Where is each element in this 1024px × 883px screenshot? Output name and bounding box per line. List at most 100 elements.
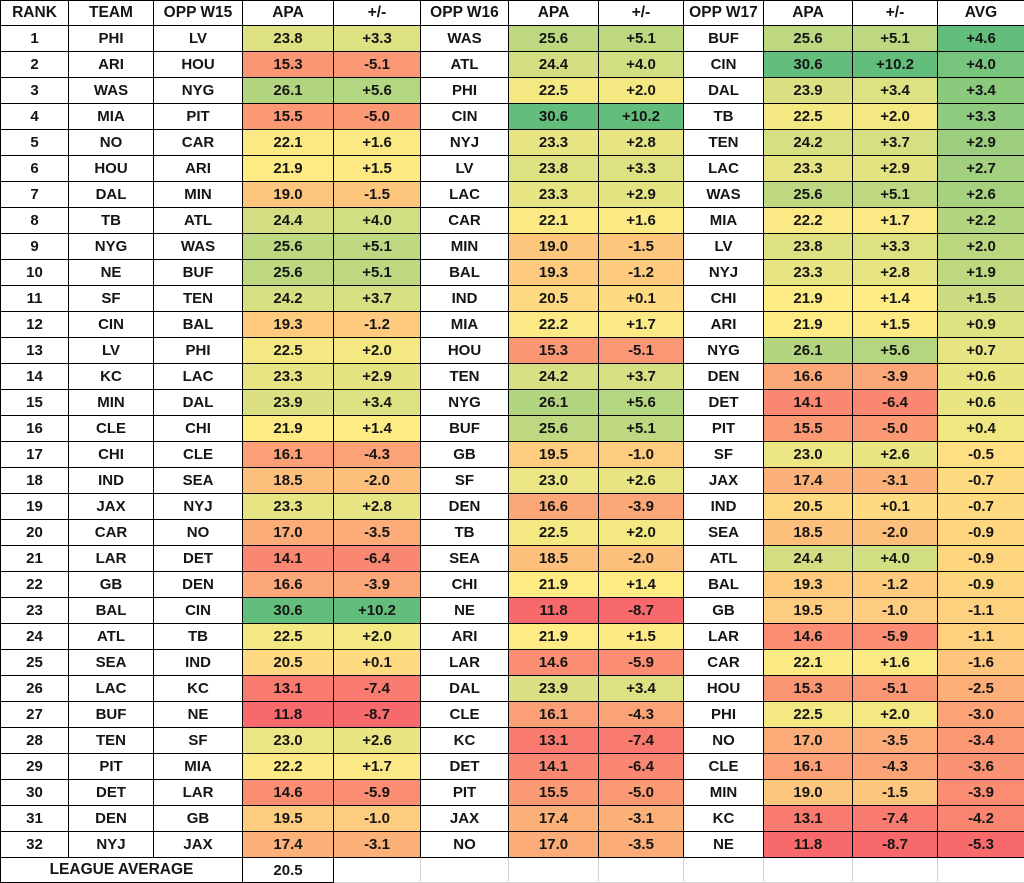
col-header-opp-w15[interactable]: OPP W15 — [153, 0, 243, 26]
col-header-team[interactable]: TEAM — [68, 0, 154, 26]
opp-w15-cell[interactable]: WAS — [153, 233, 243, 260]
opp-w17-cell[interactable]: BAL — [683, 571, 764, 598]
opp-w17-cell[interactable]: CHI — [683, 285, 764, 312]
opp-w15-cell[interactable]: BAL — [153, 311, 243, 338]
avg-cell[interactable]: +2.7 — [937, 155, 1024, 182]
apa-w15-cell[interactable]: 14.6 — [242, 779, 334, 806]
opp-w17-cell[interactable]: LV — [683, 233, 764, 260]
diff-w15-cell[interactable]: +10.2 — [333, 597, 421, 624]
avg-cell[interactable]: -3.6 — [937, 753, 1024, 780]
avg-cell[interactable]: +2.9 — [937, 129, 1024, 156]
team-cell[interactable]: CHI — [68, 441, 154, 468]
diff-w15-cell[interactable]: -5.9 — [333, 779, 421, 806]
apa-w15-cell[interactable]: 24.2 — [242, 285, 334, 312]
rank-cell[interactable]: 18 — [0, 467, 69, 494]
avg-cell[interactable]: +3.3 — [937, 103, 1024, 130]
apa-w15-cell[interactable]: 25.6 — [242, 233, 334, 260]
apa-w17-cell[interactable]: 23.3 — [763, 259, 853, 286]
opp-w16-cell[interactable]: NO — [420, 831, 509, 858]
diff-w17-cell[interactable]: +0.1 — [852, 493, 938, 520]
opp-w15-cell[interactable]: PHI — [153, 337, 243, 364]
apa-w15-cell[interactable]: 17.4 — [242, 831, 334, 858]
apa-w15-cell[interactable]: 15.5 — [242, 103, 334, 130]
apa-w17-cell[interactable]: 24.2 — [763, 129, 853, 156]
apa-w17-cell[interactable]: 17.4 — [763, 467, 853, 494]
team-cell[interactable]: CIN — [68, 311, 154, 338]
opp-w15-cell[interactable]: TEN — [153, 285, 243, 312]
avg-cell[interactable]: +0.7 — [937, 337, 1024, 364]
apa-w16-cell[interactable]: 17.0 — [508, 831, 599, 858]
avg-cell[interactable]: +0.4 — [937, 415, 1024, 442]
diff-w17-cell[interactable]: +2.8 — [852, 259, 938, 286]
diff-w16-cell[interactable]: +2.0 — [598, 519, 684, 546]
diff-w15-cell[interactable]: -6.4 — [333, 545, 421, 572]
opp-w16-cell[interactable]: NE — [420, 597, 509, 624]
apa-w15-cell[interactable]: 26.1 — [242, 77, 334, 104]
opp-w16-cell[interactable]: LAC — [420, 181, 509, 208]
opp-w17-cell[interactable]: CIN — [683, 51, 764, 78]
opp-w16-cell[interactable]: LV — [420, 155, 509, 182]
opp-w15-cell[interactable]: CHI — [153, 415, 243, 442]
opp-w16-cell[interactable]: SF — [420, 467, 509, 494]
apa-w16-cell[interactable]: 30.6 — [508, 103, 599, 130]
apa-w15-cell[interactable]: 11.8 — [242, 701, 334, 728]
empty-cell[interactable] — [763, 857, 853, 883]
team-cell[interactable]: CLE — [68, 415, 154, 442]
diff-w15-cell[interactable]: +5.6 — [333, 77, 421, 104]
diff-w15-cell[interactable]: -1.2 — [333, 311, 421, 338]
apa-w15-cell[interactable]: 19.3 — [242, 311, 334, 338]
apa-w15-cell[interactable]: 24.4 — [242, 207, 334, 234]
opp-w16-cell[interactable]: BAL — [420, 259, 509, 286]
opp-w15-cell[interactable]: SF — [153, 727, 243, 754]
rank-cell[interactable]: 29 — [0, 753, 69, 780]
diff-w16-cell[interactable]: +1.5 — [598, 623, 684, 650]
rank-cell[interactable]: 15 — [0, 389, 69, 416]
team-cell[interactable]: NO — [68, 129, 154, 156]
diff-w16-cell[interactable]: +5.1 — [598, 415, 684, 442]
apa-w16-cell[interactable]: 19.0 — [508, 233, 599, 260]
diff-w16-cell[interactable]: -5.0 — [598, 779, 684, 806]
apa-w17-cell[interactable]: 19.5 — [763, 597, 853, 624]
opp-w16-cell[interactable]: CIN — [420, 103, 509, 130]
apa-w17-cell[interactable]: 16.6 — [763, 363, 853, 390]
diff-w16-cell[interactable]: +5.1 — [598, 25, 684, 52]
diff-w16-cell[interactable]: -3.9 — [598, 493, 684, 520]
apa-w16-cell[interactable]: 15.3 — [508, 337, 599, 364]
avg-cell[interactable]: -0.9 — [937, 571, 1024, 598]
team-cell[interactable]: DET — [68, 779, 154, 806]
apa-w16-cell[interactable]: 16.1 — [508, 701, 599, 728]
apa-w15-cell[interactable]: 23.3 — [242, 363, 334, 390]
team-cell[interactable]: LAC — [68, 675, 154, 702]
rank-cell[interactable]: 8 — [0, 207, 69, 234]
diff-w15-cell[interactable]: +3.4 — [333, 389, 421, 416]
opp-w17-cell[interactable]: WAS — [683, 181, 764, 208]
diff-w17-cell[interactable]: -5.0 — [852, 415, 938, 442]
rank-cell[interactable]: 14 — [0, 363, 69, 390]
apa-w17-cell[interactable]: 16.1 — [763, 753, 853, 780]
rank-cell[interactable]: 32 — [0, 831, 69, 858]
apa-w15-cell[interactable]: 21.9 — [242, 415, 334, 442]
league-average-apa-cell[interactable]: 20.5 — [242, 857, 334, 883]
rank-cell[interactable]: 31 — [0, 805, 69, 832]
opp-w17-cell[interactable]: CLE — [683, 753, 764, 780]
opp-w17-cell[interactable]: BUF — [683, 25, 764, 52]
diff-w16-cell[interactable]: -6.4 — [598, 753, 684, 780]
avg-cell[interactable]: -0.9 — [937, 519, 1024, 546]
diff-w16-cell[interactable]: +2.9 — [598, 181, 684, 208]
diff-w17-cell[interactable]: +2.9 — [852, 155, 938, 182]
apa-w17-cell[interactable]: 11.8 — [763, 831, 853, 858]
apa-w17-cell[interactable]: 24.4 — [763, 545, 853, 572]
diff-w17-cell[interactable]: +5.1 — [852, 25, 938, 52]
team-cell[interactable]: GB — [68, 571, 154, 598]
diff-w17-cell[interactable]: +3.3 — [852, 233, 938, 260]
diff-w15-cell[interactable]: -3.9 — [333, 571, 421, 598]
diff-w16-cell[interactable]: -7.4 — [598, 727, 684, 754]
apa-w17-cell[interactable]: 30.6 — [763, 51, 853, 78]
apa-w16-cell[interactable]: 26.1 — [508, 389, 599, 416]
diff-w16-cell[interactable]: +10.2 — [598, 103, 684, 130]
diff-w17-cell[interactable]: -1.2 — [852, 571, 938, 598]
opp-w17-cell[interactable]: PIT — [683, 415, 764, 442]
apa-w16-cell[interactable]: 14.6 — [508, 649, 599, 676]
col-header-apa-w15[interactable]: APA — [242, 0, 334, 26]
team-cell[interactable]: MIN — [68, 389, 154, 416]
